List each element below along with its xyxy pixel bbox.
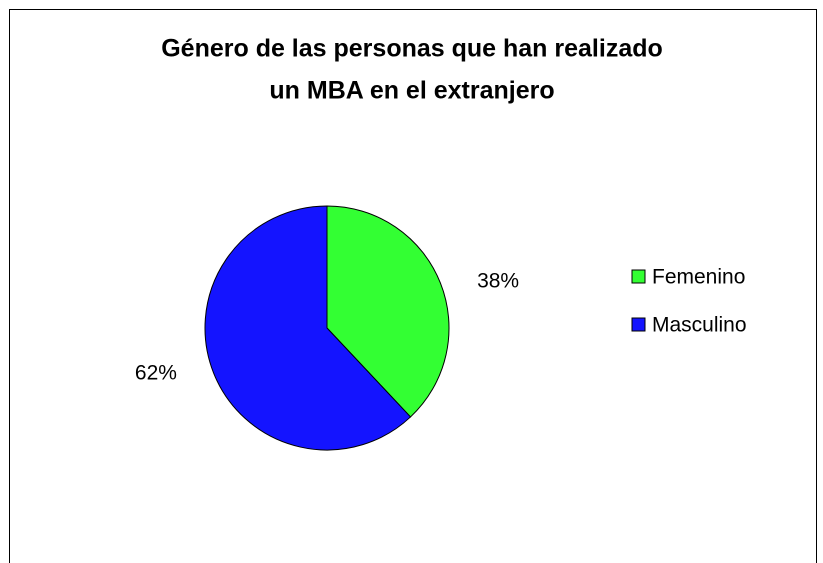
chart-frame [9, 9, 817, 563]
data-label: 62% [135, 361, 177, 384]
legend-label: Masculino [652, 314, 747, 337]
pie-slice [326, 205, 450, 418]
legend-swatch [631, 317, 646, 332]
data-label: 38% [477, 270, 519, 293]
pie-slice [204, 205, 412, 451]
legend-label: Femenino [652, 266, 745, 289]
legend-swatch [631, 269, 646, 284]
chart-title: Género de las personas que han realizado [161, 35, 663, 63]
chart-title: un MBA en el extranjero [269, 77, 554, 105]
